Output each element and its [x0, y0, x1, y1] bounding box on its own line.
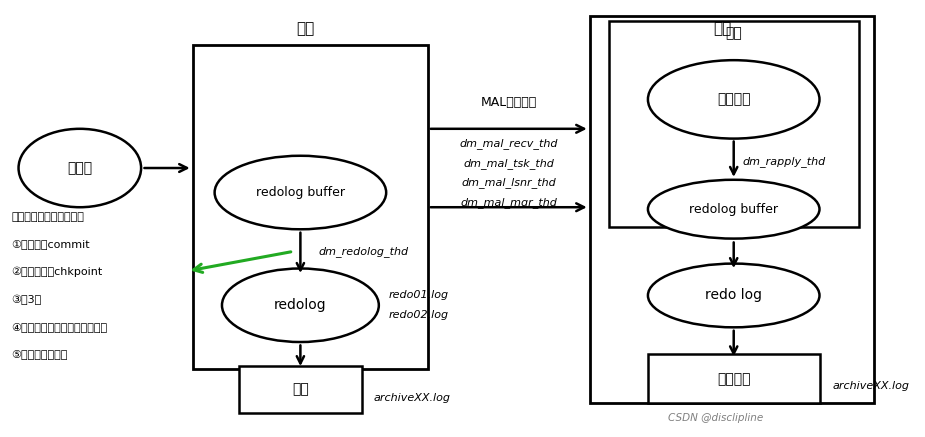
Text: MAL通讯服务: MAL通讯服务: [481, 96, 537, 109]
Ellipse shape: [222, 268, 379, 342]
Text: ②执行检查点chkpoint: ②执行检查点chkpoint: [11, 267, 103, 277]
Ellipse shape: [648, 60, 820, 139]
Ellipse shape: [215, 156, 386, 229]
Text: 客户端: 客户端: [68, 161, 92, 175]
Text: ①事务提交commit: ①事务提交commit: [11, 239, 90, 250]
Bar: [589, 16, 874, 403]
Text: redolog buffer: redolog buffer: [689, 203, 778, 216]
Text: dm_rapply_thd: dm_rapply_thd: [743, 156, 826, 166]
Text: archiveXX.log: archiveXX.log: [374, 393, 450, 403]
Bar: [192, 45, 428, 369]
Text: archiveXX.log: archiveXX.log: [832, 381, 909, 391]
Text: dm_mal_lsnr_thd: dm_mal_lsnr_thd: [462, 177, 557, 188]
Bar: [610, 21, 859, 227]
Text: dm_mal_recv_thd: dm_mal_recv_thd: [460, 138, 559, 149]
Ellipse shape: [18, 129, 142, 207]
Text: 日志线程刷盘条件如下：: 日志线程刷盘条件如下：: [11, 212, 84, 222]
Ellipse shape: [648, 264, 820, 327]
Text: 归档: 归档: [292, 382, 309, 396]
Text: dm_mal_tsk_thd: dm_mal_tsk_thd: [463, 158, 555, 169]
Text: redolog: redolog: [274, 298, 327, 312]
Text: redo01.log: redo01.log: [388, 291, 449, 301]
Bar: [648, 354, 820, 403]
Text: redo log: redo log: [705, 288, 762, 302]
Text: 归档日志: 归档日志: [717, 372, 750, 386]
Text: 主库: 主库: [296, 21, 314, 36]
Text: ③每3秒: ③每3秒: [11, 294, 42, 305]
Text: dm_redolog_thd: dm_redolog_thd: [318, 246, 408, 257]
Text: 内存: 内存: [725, 26, 742, 40]
Text: 备库: 备库: [713, 21, 731, 36]
Text: ④缓冲区写满，没有剩余空间时: ④缓冲区写满，没有剩余空间时: [11, 322, 107, 332]
Text: redolog buffer: redolog buffer: [256, 186, 345, 199]
Ellipse shape: [648, 180, 820, 239]
Text: ⑤数据库关闭时。: ⑤数据库关闭时。: [11, 349, 68, 359]
Text: 重演服务: 重演服务: [717, 92, 750, 106]
Text: CSDN @disclipline: CSDN @disclipline: [668, 413, 763, 423]
Bar: [239, 366, 363, 413]
Text: redo02.log: redo02.log: [388, 310, 449, 320]
Text: dm_mal_mgr_thd: dm_mal_mgr_thd: [461, 197, 558, 208]
